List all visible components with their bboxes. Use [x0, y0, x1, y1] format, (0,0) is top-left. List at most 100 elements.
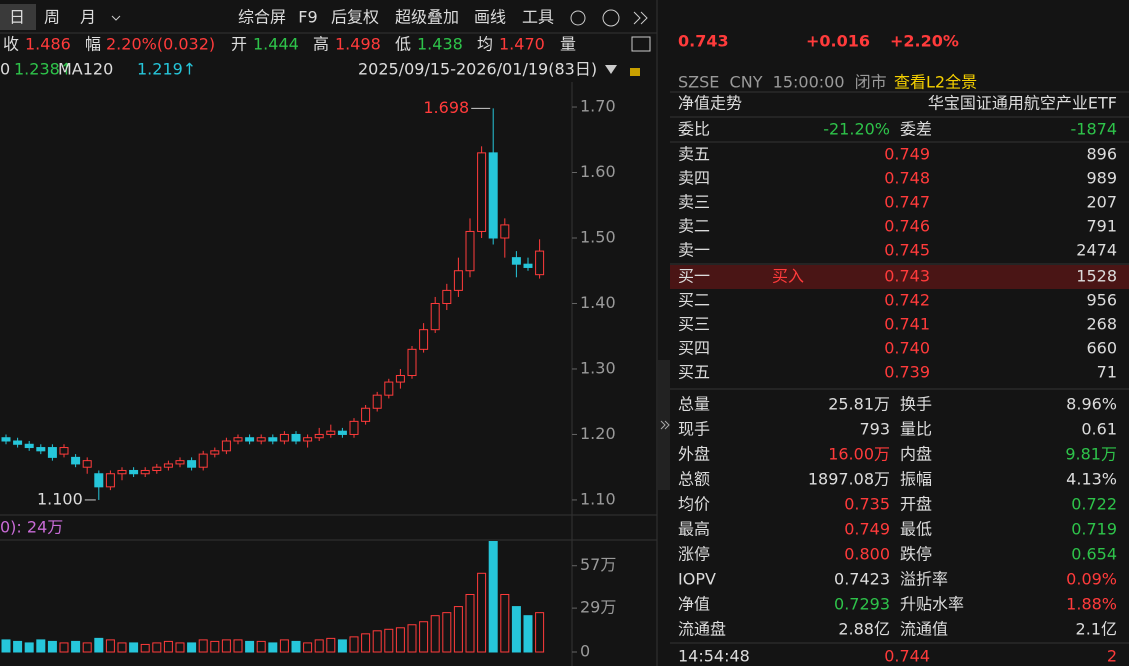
stat-value: 793	[859, 420, 890, 439]
settings-icon[interactable]	[570, 10, 586, 26]
candle-body	[279, 433, 289, 442]
candle-body	[326, 430, 336, 435]
candle-body	[465, 230, 475, 272]
tool-button[interactable]: 后复权	[331, 8, 379, 27]
stat-label: 换手	[900, 395, 932, 414]
volume-bar	[349, 636, 359, 653]
info-label: 量	[560, 35, 576, 54]
collapse-tab[interactable]	[658, 360, 670, 490]
stat-value: 0.09%	[1066, 570, 1117, 589]
stat-value: 0.749	[844, 520, 890, 539]
trade-volume: 2	[1107, 647, 1117, 666]
y-tick-label: 1.70	[580, 97, 616, 116]
candle-body	[535, 250, 545, 276]
candle-body	[94, 473, 104, 488]
stat-label: 净值	[678, 595, 710, 614]
help-icon[interactable]	[602, 9, 620, 27]
info-label: 均	[477, 35, 493, 54]
tool-button[interactable]: 综合屏	[238, 8, 286, 27]
candle-body	[140, 469, 150, 475]
volume-bar	[465, 593, 475, 653]
volume-bar	[59, 642, 69, 653]
trade-price: 0.744	[884, 647, 930, 666]
book-price: 0.747	[884, 193, 930, 212]
y-tick-label: 0	[580, 642, 590, 661]
volume-bar	[511, 606, 521, 653]
dropdown-icon[interactable]	[111, 15, 121, 21]
candle-body	[129, 469, 139, 475]
volume-bar	[535, 612, 545, 653]
book-volume: 2474	[1076, 241, 1117, 260]
period-tab[interactable]: 周	[44, 8, 60, 27]
volume-bar	[36, 639, 46, 653]
candle-body	[1, 437, 11, 442]
candle-body	[105, 473, 115, 488]
info-value: 1.444	[253, 35, 299, 54]
volume-bar	[117, 642, 127, 653]
ma-label: 0	[0, 60, 10, 79]
candle-body	[372, 394, 382, 409]
stat-value: 1897.08万	[808, 470, 890, 489]
volume-bar	[337, 639, 347, 653]
book-price: 0.743	[884, 267, 930, 286]
tool-button[interactable]: 工具	[522, 8, 554, 27]
volume-bar	[384, 628, 394, 653]
volume-bar	[105, 639, 115, 653]
volume-bar	[453, 606, 463, 653]
more-icon[interactable]	[633, 11, 648, 25]
book-label: 买四	[678, 339, 710, 358]
stat-label: 涨停	[678, 545, 710, 564]
candle-body	[349, 420, 359, 435]
candle-body	[198, 453, 208, 468]
period-tab[interactable]: 日	[9, 8, 25, 27]
l2-link[interactable]: 查看L2全景	[894, 73, 977, 92]
ma-value: 1.238↑	[14, 60, 73, 79]
tool-button[interactable]: 画线	[474, 8, 506, 27]
price: 0.743	[678, 32, 729, 51]
stat-value: 9.81万	[1065, 445, 1117, 464]
candle-body	[24, 443, 34, 449]
stat-label: 总量	[678, 395, 710, 414]
buy-button[interactable]: 买入	[772, 267, 804, 286]
max-label: 1.698	[423, 98, 469, 117]
lock-icon[interactable]	[630, 68, 640, 76]
y-tick-label: 1.20	[580, 424, 616, 443]
candle-body	[117, 469, 127, 475]
info-label: 低	[395, 35, 411, 54]
trade-time: 14:54:48	[678, 647, 750, 666]
book-label: 卖三	[678, 193, 710, 212]
range-dropdown[interactable]	[605, 65, 617, 74]
book-volume: 989	[1086, 169, 1117, 188]
weicha-value: -1874	[1071, 120, 1118, 139]
book-volume: 268	[1086, 315, 1117, 334]
tool-button[interactable]: F9	[298, 8, 317, 27]
stat-value: 0.7423	[834, 570, 890, 589]
stat-label: 流通值	[900, 620, 948, 639]
volume-bar	[210, 640, 220, 653]
wp-icon[interactable]	[631, 36, 651, 52]
stat-value: 0.7293	[834, 595, 890, 614]
volume-bar	[24, 642, 34, 653]
collapse-icon[interactable]	[660, 420, 670, 430]
book-label: 买三	[678, 315, 710, 334]
change: +0.016	[806, 32, 870, 51]
y-tick-label: 1.10	[580, 489, 616, 508]
volume-bar	[13, 640, 23, 653]
tool-button[interactable]: 超级叠加	[395, 8, 459, 27]
nav-label[interactable]: 净值走势	[678, 94, 742, 113]
volume-bar	[256, 640, 266, 653]
volume-bar	[407, 624, 417, 653]
book-price: 0.745	[884, 241, 930, 260]
min-label: 1.100	[37, 489, 83, 508]
stat-value: 16.00万	[828, 445, 890, 464]
book-label: 卖二	[678, 217, 710, 236]
fund-name: 华宝国证通用航空产业ETF	[928, 94, 1117, 113]
info-label: 高	[313, 35, 329, 54]
volume-bar	[326, 637, 336, 653]
stat-label: 最高	[678, 520, 710, 539]
period-tab[interactable]: 月	[80, 8, 96, 27]
book-volume: 896	[1086, 145, 1117, 164]
stat-value: 0.800	[844, 545, 890, 564]
book-label: 卖四	[678, 169, 710, 188]
